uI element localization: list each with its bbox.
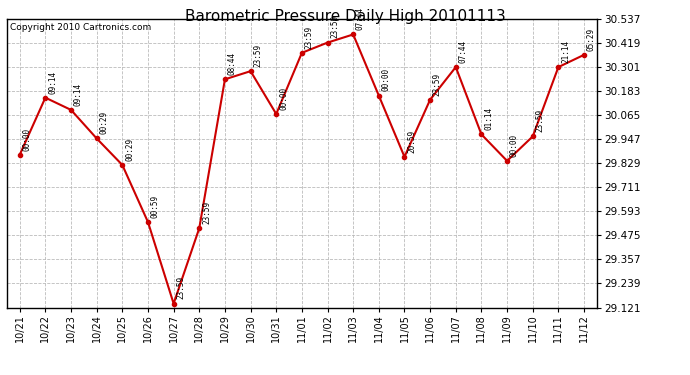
Text: Barometric Pressure Daily High 20101113: Barometric Pressure Daily High 20101113 <box>185 9 505 24</box>
Text: 07:44: 07:44 <box>459 40 468 63</box>
Text: 23:59: 23:59 <box>433 72 442 96</box>
Text: 23:59: 23:59 <box>305 26 314 49</box>
Text: 08:44: 08:44 <box>228 52 237 75</box>
Text: 01:14: 01:14 <box>484 107 493 130</box>
Text: 00:00: 00:00 <box>279 87 288 110</box>
Text: 09:14: 09:14 <box>48 70 57 93</box>
Text: 00:00: 00:00 <box>23 128 32 151</box>
Text: 00:59: 00:59 <box>150 195 160 218</box>
Text: Copyright 2010 Cartronics.com: Copyright 2010 Cartronics.com <box>10 23 151 32</box>
Text: 00:00: 00:00 <box>510 134 519 157</box>
Text: 23:59: 23:59 <box>535 109 544 132</box>
Text: 23:59: 23:59 <box>331 15 339 39</box>
Text: 23:59: 23:59 <box>177 276 186 300</box>
Text: 09:14: 09:14 <box>74 82 83 106</box>
Text: 23:59: 23:59 <box>202 201 211 224</box>
Text: 21:14: 21:14 <box>561 40 570 63</box>
Text: 23:59: 23:59 <box>253 44 262 67</box>
Text: 20:59: 20:59 <box>407 129 416 153</box>
Text: 00:29: 00:29 <box>125 138 134 161</box>
Text: 07:44: 07:44 <box>356 7 365 30</box>
Text: 05:29: 05:29 <box>586 27 595 51</box>
Text: 00:29: 00:29 <box>99 111 108 134</box>
Text: 00:00: 00:00 <box>382 68 391 92</box>
